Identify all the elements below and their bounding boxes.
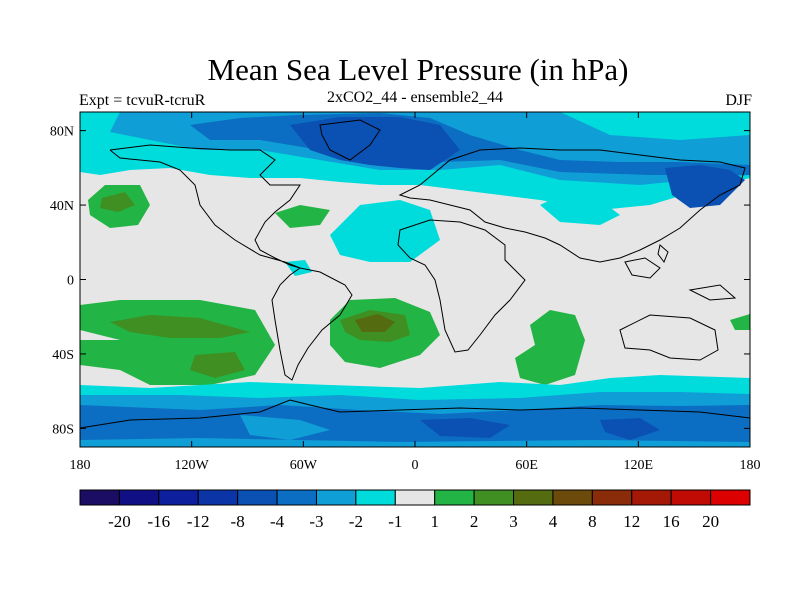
coast-se-asia-islands	[624, 244, 737, 301]
colorbar-swatch	[631, 489, 672, 506]
experiment-label: Expt = tcvuR-tcruR	[79, 92, 206, 109]
contour-aus-green1	[730, 314, 750, 330]
colorbar-swatch	[434, 489, 475, 506]
colorbar-label: -12	[187, 512, 210, 531]
colorbar-label: -8	[231, 512, 245, 531]
contour-natl-green1	[275, 205, 330, 228]
coast-south-america	[271, 267, 353, 381]
coast-africa	[397, 219, 526, 353]
contour-south-blue1-inner	[240, 415, 330, 440]
lat-tick-label: 80S	[52, 422, 74, 437]
lon-tick-label: 60W	[290, 458, 318, 473]
contour-npacific-green2	[100, 192, 135, 212]
colorbar-label: -3	[309, 512, 323, 531]
contour-spacific-green2b	[190, 352, 245, 378]
map-title: Mean Sea Level Pressure (in hPa)	[207, 52, 629, 87]
colorbar-label: 8	[588, 512, 597, 531]
lon-tick-label: 120W	[175, 458, 210, 473]
lat-tick-label: 40N	[50, 199, 74, 214]
colorbar-swatch	[237, 489, 278, 506]
colorbar-swatch	[355, 489, 396, 506]
colorbar-label: 20	[702, 512, 719, 531]
colorbar-swatch	[591, 489, 633, 506]
colorbar-swatch	[513, 489, 554, 506]
colorbar-swatch	[79, 489, 120, 506]
ensemble-label: 2xCO2_44 - ensemble2_44	[327, 89, 503, 106]
pressure-contours	[80, 112, 750, 447]
lon-tick-label: 0	[412, 458, 419, 473]
lon-tick-label: 180	[70, 458, 91, 473]
colorbar: -20 -16 -12 -8 -4 -3 -2 -1 1 2 3 4 8 12 16 20	[79, 489, 751, 531]
colorbar-swatch	[552, 489, 593, 506]
coast-greenland	[319, 119, 381, 161]
colorbar-swatch	[670, 489, 712, 506]
colorbar-swatch	[197, 489, 239, 506]
contour-sindian-green1	[515, 310, 585, 385]
latitude-axis: 80N 40N 0 40S 80S	[50, 125, 750, 437]
longitude-axis: 180 120W 60W 0 60E 120E 180	[70, 112, 761, 473]
contour-spacific-green2a	[110, 315, 250, 338]
colorbar-swatch	[158, 489, 199, 506]
coast-antarctica	[79, 399, 751, 429]
colorbar-label: 2	[470, 512, 479, 531]
contour-south-blue2	[80, 405, 750, 447]
colorbar-label: 12	[623, 512, 640, 531]
coastlines	[79, 119, 751, 429]
lat-tick-label: 80N	[50, 125, 74, 140]
colorbar-label: 16	[663, 512, 680, 531]
contour-pacific-cyan-patch	[540, 195, 620, 225]
contour-siberia-blue3	[665, 165, 745, 208]
colorbar-swatch	[710, 489, 751, 506]
lat-tick-label: 0	[67, 274, 74, 289]
contour-atlantic-cyan	[330, 200, 440, 262]
coast-north-america	[109, 144, 301, 269]
contour-satl-green3	[355, 314, 395, 332]
colorbar-swatch	[473, 489, 515, 506]
lon-tick-label: 120E	[624, 458, 654, 473]
colorbar-label: -1	[388, 512, 402, 531]
contour-south-blue3b	[600, 418, 660, 440]
contour-south-blue3	[420, 418, 510, 438]
coast-eurasia	[398, 147, 746, 263]
coast-australia	[619, 314, 719, 361]
colorbar-swatch	[315, 489, 357, 506]
contour-arctic-blue3	[290, 117, 460, 170]
lon-tick-label: 60E	[515, 458, 538, 473]
colorbar-swatch	[276, 489, 317, 506]
colorbar-swatch	[118, 489, 160, 506]
colorbar-label: -2	[349, 512, 363, 531]
colorbar-label: 1	[430, 512, 439, 531]
colorbar-label: 4	[549, 512, 558, 531]
colorbar-label: -20	[108, 512, 131, 531]
colorbar-label: -16	[147, 512, 170, 531]
colorbar-swatch	[394, 489, 436, 506]
colorbar-label: 3	[509, 512, 518, 531]
colorbar-label: -4	[270, 512, 285, 531]
season-label: DJF	[725, 92, 752, 109]
lon-tick-label: 180	[740, 458, 761, 473]
lat-tick-label: 40S	[52, 348, 74, 363]
